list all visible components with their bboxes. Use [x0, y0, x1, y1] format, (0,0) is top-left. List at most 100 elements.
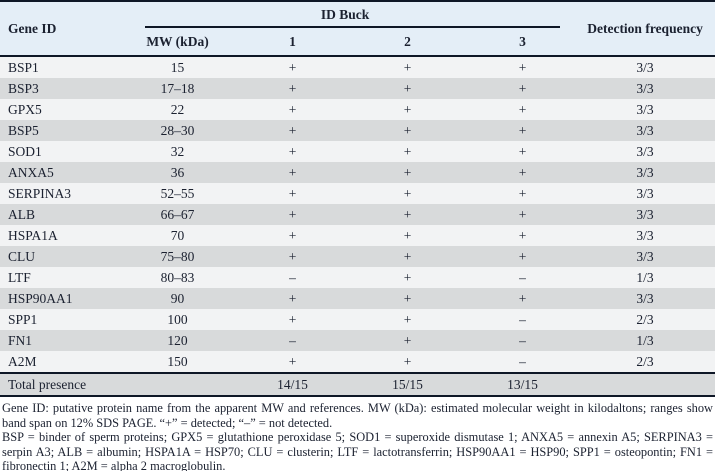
- cell-buck1: +: [288, 290, 297, 306]
- cell-buck3: +: [518, 122, 527, 138]
- table-row: GPX5 22 + + +3/3: [0, 99, 715, 120]
- cell-buck2: +: [403, 122, 412, 138]
- cell-mw: 17–18: [160, 80, 195, 96]
- totals-label: Total presence: [8, 376, 87, 392]
- cell-buck1: +: [288, 311, 297, 327]
- cell-buck3: +: [518, 59, 527, 75]
- column-group-header-id-buck: ID Buck: [115, 1, 575, 28]
- cell-mw: 120: [167, 332, 188, 348]
- cell-mw: 80–83: [160, 269, 195, 285]
- cell-mw: 100: [167, 311, 188, 327]
- totals-buck2: 15/15: [392, 376, 423, 392]
- cell-gene: BSP5: [8, 122, 39, 138]
- cell-buck1: +: [288, 206, 297, 222]
- column-header-buck-1: 1: [289, 33, 296, 49]
- column-header-gene-id: Gene ID: [8, 20, 57, 36]
- cell-buck2: +: [403, 269, 412, 285]
- cell-buck3: +: [518, 290, 527, 306]
- header-row-sub: MW (kDa) 1 2 3: [0, 28, 715, 56]
- cell-buck1: +: [288, 353, 297, 369]
- totals-section: Total presence 14/15 15/15 13/15: [0, 373, 715, 396]
- cell-buck3: –: [519, 353, 526, 369]
- footnote-definitions: Gene ID: putative protein name from the …: [2, 401, 713, 430]
- cell-gene: BSP3: [8, 80, 39, 96]
- cell-gene: HSP90AA1: [8, 290, 73, 306]
- cell-buck3: –: [519, 332, 526, 348]
- cell-buck2: +: [403, 248, 412, 264]
- cell-buck1: +: [288, 101, 297, 117]
- cell-buck1: +: [288, 80, 297, 96]
- cell-freq: 3/3: [636, 227, 654, 243]
- table-row: A2M 150 + + – 2/3: [0, 351, 715, 373]
- table-row: SPP1 100 + + – 2/3: [0, 309, 715, 330]
- cell-buck2: +: [403, 185, 412, 201]
- cell-buck2: +: [403, 143, 412, 159]
- cell-buck3: –: [519, 311, 526, 327]
- cell-buck3: +: [518, 206, 527, 222]
- cell-buck3: +: [518, 227, 527, 243]
- cell-freq: 3/3: [636, 185, 654, 201]
- cell-mw: 70: [170, 227, 185, 243]
- cell-mw: 28–30: [160, 122, 195, 138]
- cell-buck3: +: [518, 101, 527, 117]
- cell-freq: 1/3: [636, 332, 654, 348]
- cell-gene: ANXA5: [8, 164, 54, 180]
- cell-mw: 22: [170, 101, 185, 117]
- cell-buck1: +: [288, 227, 297, 243]
- id-buck-label: ID Buck: [320, 7, 370, 22]
- cell-mw: 32: [170, 143, 185, 159]
- cell-gene: BSP1: [8, 59, 39, 75]
- cell-freq: 3/3: [636, 290, 654, 306]
- table-row: BSP3 17–18 + + +3/3: [0, 78, 715, 99]
- cell-gene: SPP1: [8, 311, 38, 327]
- cell-buck3: +: [518, 185, 527, 201]
- cell-freq: 1/3: [636, 269, 654, 285]
- cell-freq: 3/3: [636, 206, 654, 222]
- cell-buck2: +: [403, 80, 412, 96]
- id-buck-span-rule: [145, 26, 561, 28]
- cell-freq: 2/3: [636, 311, 654, 327]
- table-header: Gene ID ID Buck Detection frequency MW (…: [0, 1, 715, 56]
- table-row: HSP90AA1 90 + + +3/3: [0, 288, 715, 309]
- cell-buck1: +: [288, 164, 297, 180]
- cell-mw: 52–55: [160, 185, 195, 201]
- column-header-buck-2: 2: [404, 33, 411, 49]
- table-row: CLU 75–80 + + +3/3: [0, 246, 715, 267]
- cell-gene: ALB: [8, 206, 35, 222]
- cell-buck2: +: [403, 353, 412, 369]
- cell-freq: 2/3: [636, 353, 654, 369]
- cell-freq: 3/3: [636, 164, 654, 180]
- cell-gene: SERPINA3: [8, 185, 72, 201]
- cell-buck2: +: [403, 164, 412, 180]
- cell-buck1: +: [288, 143, 297, 159]
- cell-gene: LTF: [8, 269, 31, 285]
- column-header-detection-frequency: Detection frequency: [587, 20, 703, 36]
- column-header-buck-3: 3: [519, 33, 526, 49]
- cell-mw: 150: [167, 353, 188, 369]
- cell-gene: CLU: [8, 248, 35, 264]
- cell-freq: 3/3: [636, 59, 654, 75]
- cell-mw: 66–67: [160, 206, 195, 222]
- totals-buck3: 13/15: [507, 376, 538, 392]
- cell-buck2: +: [403, 101, 412, 117]
- cell-gene: SOD1: [8, 143, 42, 159]
- cell-buck2: +: [403, 332, 412, 348]
- cell-buck1: +: [288, 248, 297, 264]
- cell-mw: 75–80: [160, 248, 195, 264]
- totals-freq: [575, 373, 715, 396]
- cell-buck3: +: [518, 164, 527, 180]
- table-row: FN1 120 – + – 1/3: [0, 330, 715, 351]
- totals-row: Total presence 14/15 15/15 13/15: [0, 373, 715, 396]
- cell-freq: 3/3: [636, 248, 654, 264]
- protein-detection-table: Gene ID ID Buck Detection frequency MW (…: [0, 0, 715, 397]
- totals-mw: [115, 373, 240, 396]
- table-row: LTF 80–83 – + – 1/3: [0, 267, 715, 288]
- table-row: ANXA5 36 + + +3/3: [0, 162, 715, 183]
- table-row: SOD1 32 + + +3/3: [0, 141, 715, 162]
- cell-mw: 15: [170, 59, 185, 75]
- cell-buck2: +: [403, 290, 412, 306]
- cell-gene: FN1: [8, 332, 33, 348]
- cell-gene: A2M: [8, 353, 37, 369]
- table-row: BSP5 28–30 + + +3/3: [0, 120, 715, 141]
